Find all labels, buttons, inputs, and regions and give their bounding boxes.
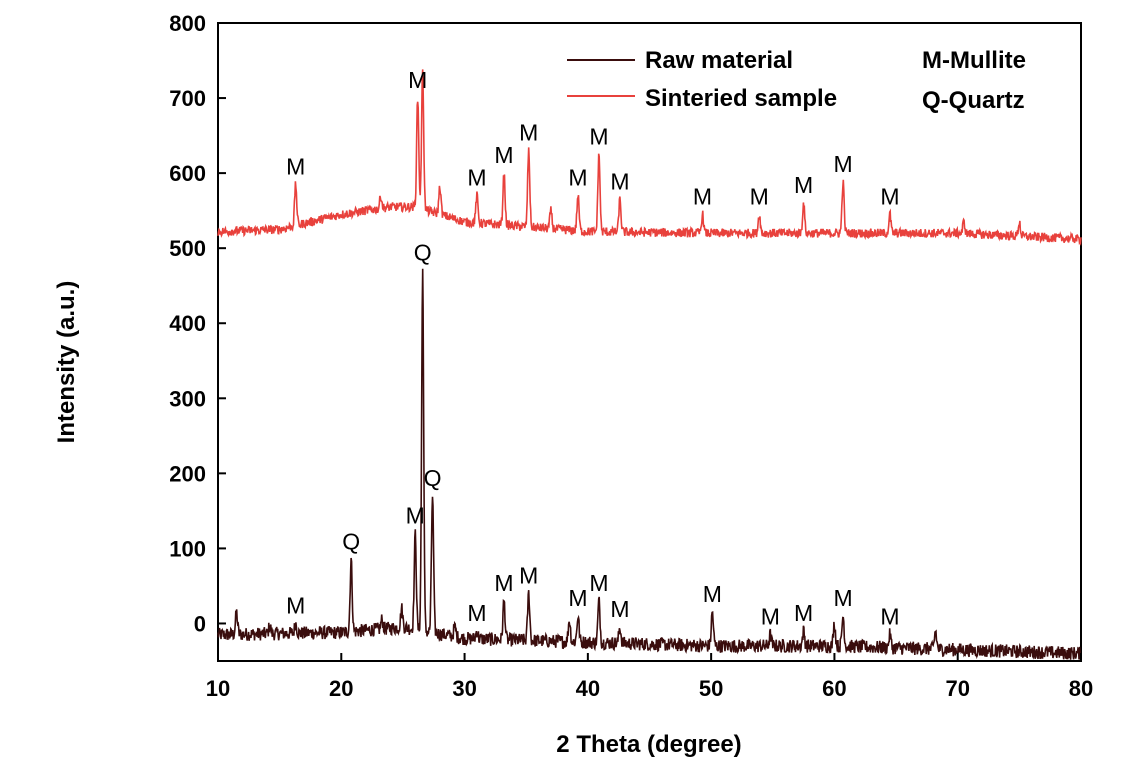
peak-label: M bbox=[467, 165, 486, 191]
peak-label: M bbox=[589, 123, 608, 149]
series-line-raw-material bbox=[217, 268, 1082, 660]
y-tick-label: 0 bbox=[194, 611, 206, 636]
peak-label: M bbox=[693, 183, 712, 209]
y-tick-label: 600 bbox=[169, 161, 206, 186]
legend: Raw material Sinteried sample bbox=[567, 47, 837, 112]
phase-key: M-Mullite Q-Quartz bbox=[922, 47, 1026, 114]
series-layer bbox=[217, 69, 1082, 660]
peak-label: M bbox=[406, 502, 425, 528]
y-tick-label: 300 bbox=[169, 386, 206, 411]
peak-label: Q bbox=[424, 465, 442, 491]
peak-label: Q bbox=[414, 240, 432, 266]
peak-label: M bbox=[286, 153, 305, 179]
peak-label: M bbox=[610, 596, 629, 622]
legend-label-sinteried-sample: Sinteried sample bbox=[645, 85, 837, 112]
ticks-layer: 10 20 30 40 50 60 70 80010020030040050060070080… bbox=[169, 11, 1093, 701]
y-tick-label: 400 bbox=[169, 311, 206, 336]
peak-label: M bbox=[467, 600, 486, 626]
y-tick-label: 100 bbox=[169, 536, 206, 561]
x-tick-label: 20 bbox=[329, 676, 353, 701]
legend-label-raw-material: Raw material bbox=[645, 47, 793, 74]
peak-label: M bbox=[494, 142, 513, 168]
y-axis-title: Intensity (a.u.) bbox=[53, 281, 80, 444]
peak-label: M bbox=[568, 585, 587, 611]
x-tick-label: 50 bbox=[699, 676, 723, 701]
x-tick-label: 10 bbox=[206, 676, 230, 701]
y-tick-label: 200 bbox=[169, 461, 206, 486]
x-tick-label: 30 bbox=[452, 676, 476, 701]
peak-label: M bbox=[750, 183, 769, 209]
x-axis-title: 2 Theta (degree) bbox=[556, 731, 741, 758]
peak-label: M bbox=[589, 570, 608, 596]
peak-label: M bbox=[494, 570, 513, 596]
peak-label: M bbox=[761, 604, 780, 630]
peak-label: M bbox=[286, 592, 305, 618]
phase-key-quartz: Q-Quartz bbox=[922, 87, 1025, 114]
peak-label: M bbox=[408, 67, 427, 93]
peak-label: Q bbox=[342, 529, 360, 555]
x-tick-label: 40 bbox=[576, 676, 600, 701]
plot-frame bbox=[217, 22, 1082, 662]
peak-label: M bbox=[568, 165, 587, 191]
peak-label: M bbox=[833, 585, 852, 611]
peak-label: M bbox=[703, 581, 722, 607]
x-tick-label: 60 bbox=[822, 676, 846, 701]
phase-key-mullite: M-Mullite bbox=[922, 47, 1026, 74]
y-tick-label: 700 bbox=[169, 86, 206, 111]
peak-label: M bbox=[794, 172, 813, 198]
y-tick-label: 800 bbox=[169, 11, 206, 36]
peak-label: M bbox=[880, 183, 899, 209]
peak-label: M bbox=[519, 562, 538, 588]
peak-label: M bbox=[519, 120, 538, 146]
y-tick-label: 500 bbox=[169, 236, 206, 261]
peak-label: M bbox=[880, 604, 899, 630]
peak-label: M bbox=[610, 168, 629, 194]
x-tick-label: 80 bbox=[1069, 676, 1093, 701]
peak-label: M bbox=[794, 600, 813, 626]
series-line-sinteried-sample bbox=[217, 69, 1082, 246]
peak-label: M bbox=[833, 151, 852, 177]
x-tick-label: 70 bbox=[945, 676, 969, 701]
